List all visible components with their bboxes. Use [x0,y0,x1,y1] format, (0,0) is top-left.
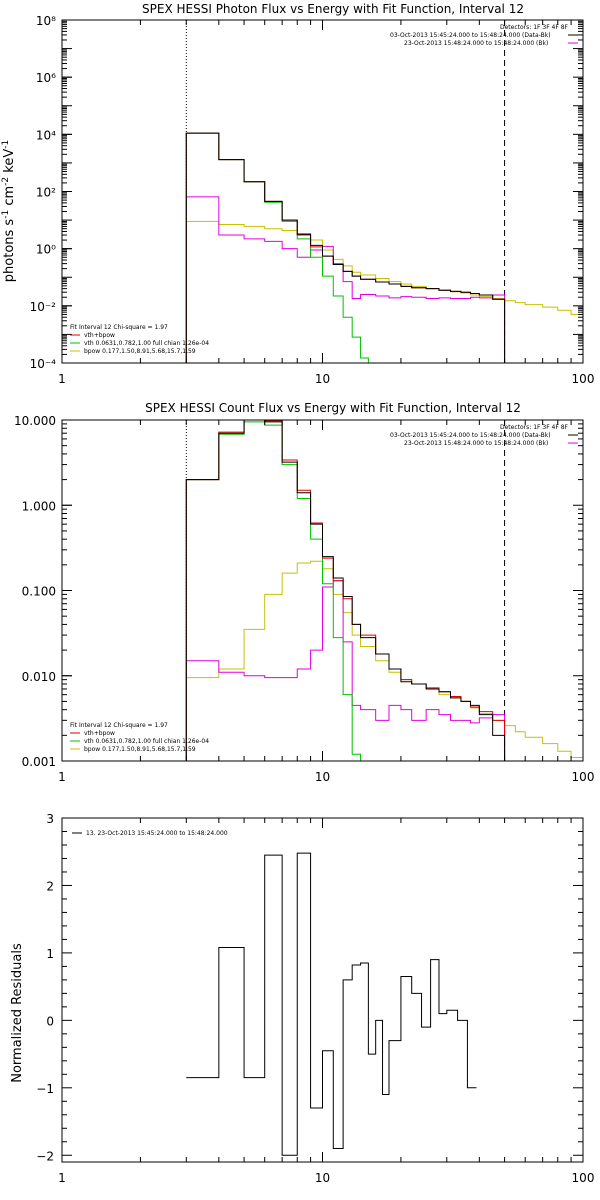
y-tick-label: 0.010 [22,670,56,684]
legend-vth-label: vth 0.0631,0.782,1.00 full chian 1.26e-0… [84,340,209,347]
bpow-series-line [185,220,584,363]
legend-bpow-label: bpow 0.177,1.50,8.91,5.68,15.7,1.59 [84,348,196,355]
legend-fit-label: vth+bpow [84,730,115,737]
bkg-series-line [185,580,506,761]
legend-bkg: 23-Oct-2013 15:48:24.000 to 15:48:24.000… [404,40,548,47]
y-tick-label: 1.000 [22,499,56,513]
legend-top: Detectors: 1F 3F 4F 8F 03-Oct-2013 15:45… [390,424,578,447]
photon-flux-panel: SPEX HESSI Photon Flux vs Energy with Fi… [1,2,594,386]
x-tick-label: 1 [58,372,66,386]
y-tick-label: 3 [46,812,54,826]
bkg-series-line [185,196,506,363]
chart-title: SPEX HESSI Count Flux vs Energy with Fit… [145,401,521,415]
y-tick-label: 10⁴ [36,128,56,142]
plot-frame [61,817,584,1163]
residuals-series-line [186,852,477,1156]
y-tick-label: 10² [36,186,56,200]
x-tick-label: 1 [58,770,66,784]
x-tick-label: 10 [315,372,330,386]
y-tick-label: 10⁻² [30,300,57,314]
legend-bkg: 23-Oct-2013 15:48:24.000 to 15:48:24.000… [404,440,548,447]
y-tick-label: 0.100 [22,585,56,599]
legend-bpow-label: bpow 0.177,1.50,8.91,5.68,15.7,1.59 [84,746,196,753]
legend-data: 03-Oct-2013 15:45:24.000 to 15:48:24.000… [390,432,551,439]
y-axis-label: photons s-1 cm-2 keV-1 [1,140,17,282]
x-tick-label: 100 [572,372,595,386]
legend-fit-interval: Fit Interval 12 Chi-square = 1.97 [70,722,168,729]
x-tick-label: 10 [315,1171,330,1185]
chart-title: SPEX HESSI Photon Flux vs Energy with Fi… [142,2,524,16]
y-tick-label: 2 [46,879,54,893]
legend-detectors: Detectors: 1F 3F 4F 8F [500,424,569,431]
legend-bottom: Fit Interval 12 Chi-square = 1.97 vth+bp… [70,324,209,355]
y-tick-label: 0 [46,1014,54,1028]
legend-fit-label: vth+bpow [84,332,115,339]
y-axis-label-text: photons s-1 cm-2 keV-1 [1,140,17,282]
legend-label: 13. 23-Oct-2013 15:45:24.000 to 15:48:24… [86,830,228,837]
legend-fit-interval: Fit Interval 12 Chi-square = 1.97 [70,324,168,331]
vth-series-line [185,132,376,364]
x-tick-label: 10 [315,770,330,784]
legend-detectors: Detectors: 1F 3F 4F 8F [500,24,569,31]
y-tick-label: 10.000 [14,414,56,428]
bpow-series-line [185,560,584,761]
x-tick-label: 1 [58,1171,66,1185]
legend-bottom: Fit Interval 12 Chi-square = 1.97 vth+bp… [70,722,209,753]
y-axis-label: Normalized Residuals [10,943,25,1083]
x-tick-label: 100 [572,770,595,784]
y-tick-label: −1 [36,1082,54,1096]
y-tick-label: 10⁻⁴ [30,357,57,371]
y-tick-label: 10⁸ [36,14,56,28]
y-tick-label: 10⁶ [36,71,56,85]
legend-top: Detectors: 1F 3F 4F 8F 03-Oct-2013 15:45… [390,24,578,47]
vth-series-line [185,421,362,761]
y-tick-label: 0.001 [22,755,56,769]
y-tick-label: 10⁰ [36,243,56,257]
data-series-line [185,419,506,761]
y-tick-label: 1 [46,947,54,961]
residuals-panel: Normalized Residuals 1 10 100 −2 −1 0 1 2 3 13. … [10,812,594,1185]
fit-series-line [185,132,506,363]
x-tick-label: 100 [572,1171,595,1185]
fit-series-line [185,419,506,761]
legend-data: 03-Oct-2013 15:45:24.000 to 15:48:24.000… [390,32,551,39]
count-flux-panel: SPEX HESSI Count Flux vs Energy with Fit… [14,401,594,784]
data-series-line [185,132,506,363]
legend-vth-label: vth 0.0631,0.782,1.00 full chian 1.26e-0… [84,738,209,745]
y-tick-label: −2 [36,1149,54,1163]
